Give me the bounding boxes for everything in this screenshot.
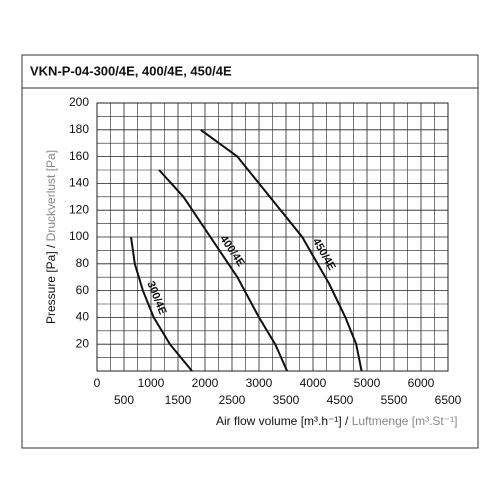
y-tick-label: 20 — [76, 336, 90, 350]
y-tick-label: 80 — [76, 256, 90, 270]
x-tick-label: 4000 — [300, 376, 327, 390]
x-tick-label: 5000 — [354, 376, 381, 390]
y-label-alt: Druckverlust [Pa] — [44, 150, 58, 241]
y-tick-label: 40 — [76, 310, 90, 324]
x-tick-label: 3000 — [246, 376, 273, 390]
y-tick-label: 200 — [69, 95, 89, 109]
y-tick-label: 160 — [69, 149, 89, 163]
x-tick-label: 1500 — [165, 393, 192, 407]
x-tick-label: 6000 — [408, 376, 435, 390]
fan-curve — [158, 169, 289, 372]
y-axis-label: Pressure [Pa] / Druckverlust [Pa] — [44, 150, 58, 324]
frame — [21, 54, 479, 449]
x-tick-label: 0 — [94, 376, 101, 390]
x-tick-label: 3500 — [273, 393, 300, 407]
plot-border — [96, 102, 449, 372]
x-tick-label: 1000 — [138, 376, 165, 390]
fan-curve — [200, 128, 363, 372]
x-tick-label: 2500 — [219, 393, 246, 407]
x-tick-label: 4500 — [327, 393, 354, 407]
y-tick-label: 120 — [69, 202, 89, 216]
fan-curve — [130, 236, 193, 372]
y-label-main: Pressure [Pa] / — [44, 244, 58, 324]
y-tick-label: 180 — [69, 122, 89, 136]
x-tick-label: 2000 — [192, 376, 219, 390]
x-tick-label: 6500 — [435, 393, 462, 407]
x-axis-label: Air flow volume [m³.h⁻¹] / Luftmenge [m³… — [216, 414, 457, 428]
y-tick-label: 60 — [76, 283, 90, 297]
chart-title: VKN-P-04-300/4E, 400/4E, 450/4E — [30, 63, 232, 78]
x-tick-label: 500 — [114, 393, 134, 407]
x-tick-label: 5500 — [381, 393, 408, 407]
y-tick-label: 100 — [69, 229, 89, 243]
x-label-main: Air flow volume [m³.h⁻¹] / — [216, 414, 349, 428]
x-label-alt: Luftmenge [m³.St⁻¹] — [352, 414, 458, 428]
curve-label: 300/4E — [144, 280, 168, 317]
curve-label: 450/4E — [310, 236, 338, 272]
y-tick-label: 140 — [69, 176, 89, 190]
